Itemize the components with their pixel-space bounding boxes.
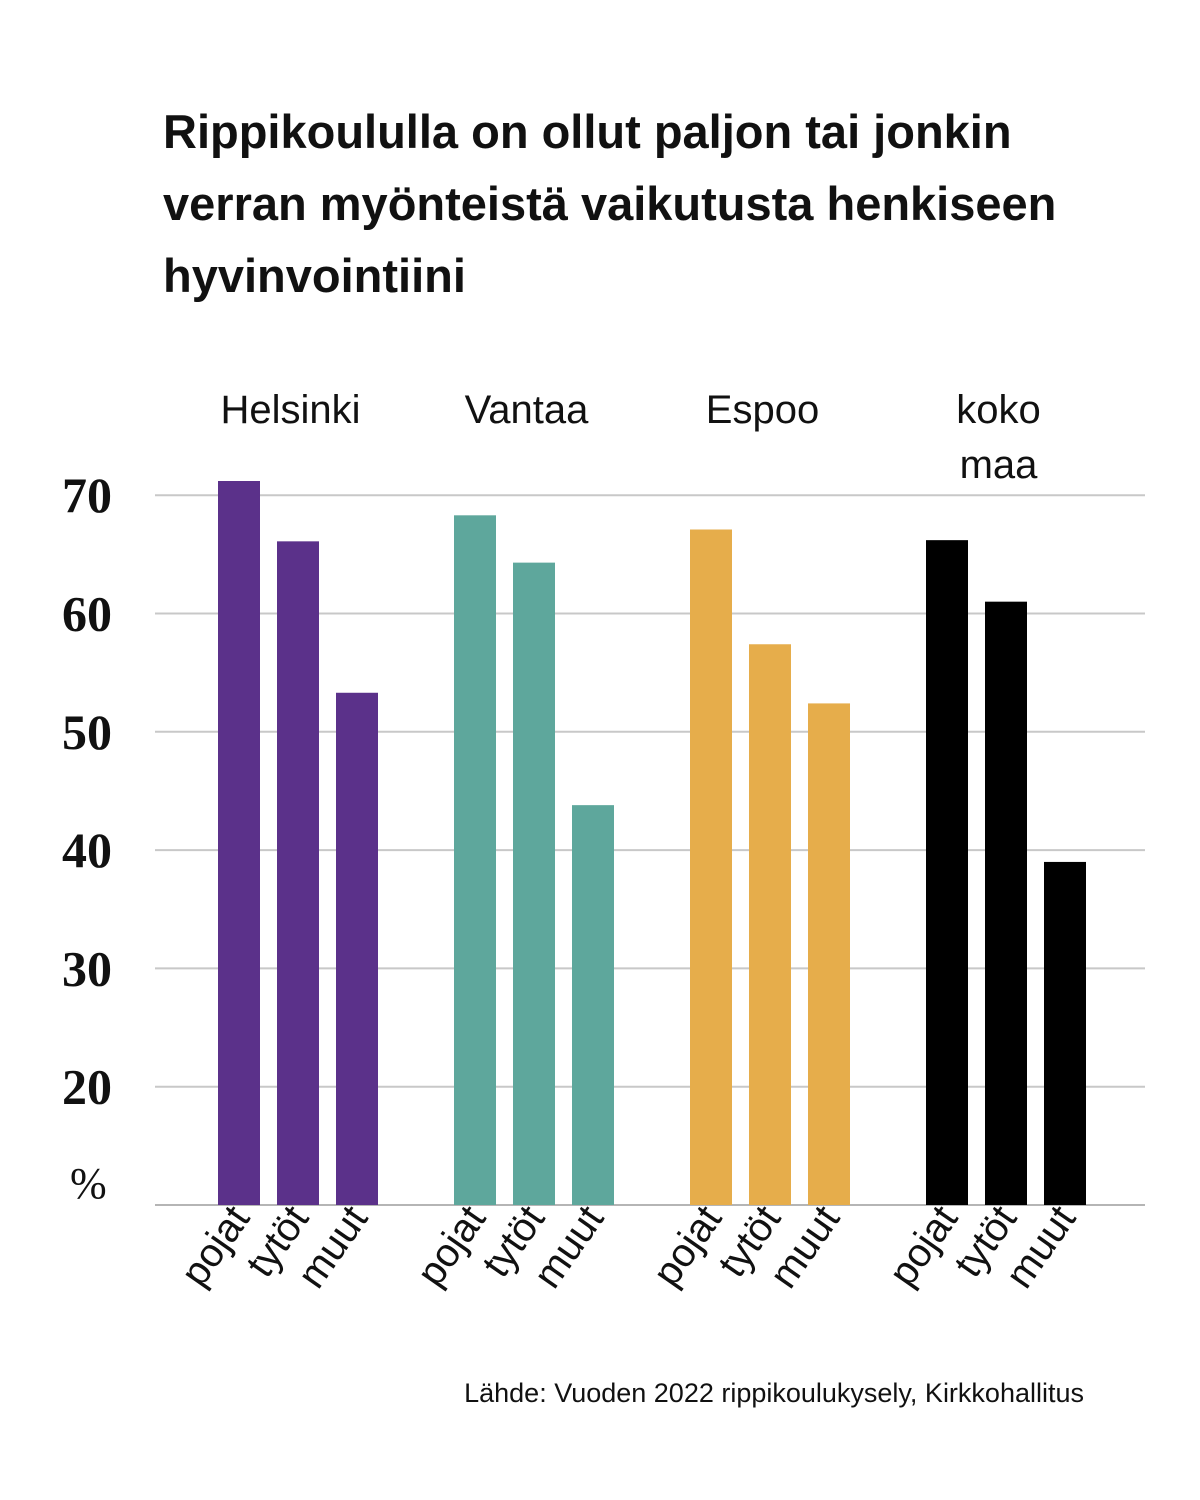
bar xyxy=(749,644,791,1205)
group-label: Espoo xyxy=(706,388,819,432)
source-note: Lähde: Vuoden 2022 rippikoulukysely, Kir… xyxy=(464,1378,1084,1408)
bar xyxy=(926,540,968,1205)
bar xyxy=(513,562,555,1205)
y-tick-label: 70 xyxy=(62,467,112,523)
bar xyxy=(336,692,378,1205)
category-label: pojat xyxy=(173,1198,259,1294)
bar xyxy=(572,805,614,1205)
category-label: pojat xyxy=(881,1198,967,1294)
category-label: pojat xyxy=(409,1198,495,1294)
group-label: maa xyxy=(960,443,1039,487)
category-label: muut xyxy=(525,1198,612,1296)
bar xyxy=(454,515,496,1205)
bar xyxy=(985,601,1027,1205)
bar xyxy=(277,541,319,1205)
bar xyxy=(1044,861,1086,1205)
y-tick-label: 30 xyxy=(62,940,112,996)
y-tick-label: 40 xyxy=(62,822,112,878)
y-tick-label: 60 xyxy=(62,586,112,642)
category-label: muut xyxy=(761,1198,848,1296)
group-label: Helsinki xyxy=(220,388,360,432)
y-tick-label: 20 xyxy=(62,1059,112,1115)
chart-title: Rippikoululla on ollut paljon tai jonkin… xyxy=(163,105,1057,302)
bar xyxy=(218,481,260,1205)
y-tick-label: 50 xyxy=(62,704,112,760)
bar xyxy=(690,529,732,1205)
category-label: muut xyxy=(289,1198,376,1296)
group-label: koko xyxy=(956,388,1041,432)
bar xyxy=(808,703,850,1205)
category-label: pojat xyxy=(645,1198,731,1294)
y-unit-label: % xyxy=(70,1159,107,1208)
category-label: muut xyxy=(997,1198,1084,1296)
group-label: Vantaa xyxy=(465,388,590,432)
